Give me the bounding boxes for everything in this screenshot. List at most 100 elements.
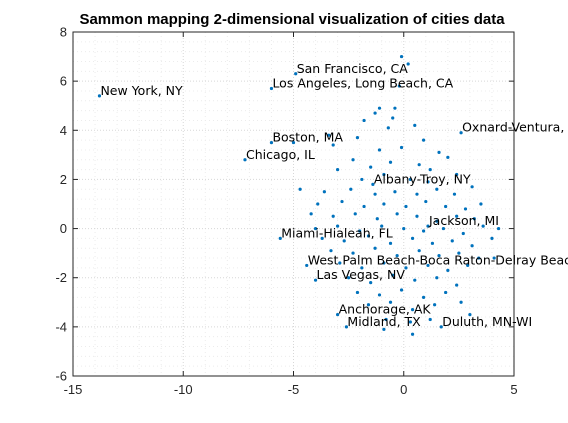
data-point: [404, 266, 408, 270]
labeled-data-point: [344, 325, 349, 329]
data-point: [466, 263, 470, 268]
data-point: [477, 256, 481, 260]
x-tick-label: -15: [64, 382, 83, 397]
data-point: [399, 54, 404, 59]
y-tick-label: 2: [60, 172, 67, 187]
data-point: [395, 212, 399, 216]
data-point: [457, 251, 461, 255]
data-point: [410, 332, 415, 336]
data-point: [331, 214, 335, 218]
data-point: [382, 261, 386, 265]
city-label: Albany-Troy, NY: [374, 171, 471, 186]
data-point: [380, 224, 384, 228]
data-point: [360, 177, 364, 182]
data-point: [388, 300, 393, 304]
data-points: [97, 54, 501, 336]
labeled-data-point: [371, 182, 375, 186]
data-point: [362, 204, 366, 209]
data-point: [428, 317, 432, 322]
data-point: [496, 226, 501, 231]
labeled-data-point: [305, 263, 309, 268]
data-point: [441, 226, 446, 231]
data-point: [459, 300, 463, 304]
data-point: [322, 190, 326, 194]
data-point: [413, 278, 417, 282]
data-point: [375, 217, 379, 221]
x-tick-label: -5: [288, 382, 300, 397]
data-point: [369, 165, 373, 169]
labeled-data-point: [459, 131, 463, 135]
city-label: Chicago, IL: [246, 147, 315, 162]
data-point: [342, 239, 346, 243]
labeled-data-point: [278, 236, 282, 240]
data-point: [336, 224, 340, 228]
chart-title: Sammon mapping 2-dimensional visualizati…: [79, 11, 505, 28]
data-point: [437, 150, 441, 154]
data-point: [470, 244, 474, 248]
data-point: [468, 312, 472, 317]
data-point: [316, 202, 320, 206]
data-point: [421, 138, 426, 142]
data-point: [481, 224, 485, 228]
labeled-data-point: [426, 224, 430, 228]
city-label: West Palm Beach-Boca Raton-Delray Beach,…: [308, 252, 568, 267]
y-tick-label: 6: [60, 74, 67, 89]
data-point: [382, 202, 386, 206]
x-tick-label: 5: [510, 382, 517, 397]
data-point: [358, 229, 362, 233]
data-point: [351, 251, 355, 255]
labeled-data-point: [269, 86, 274, 91]
data-point: [455, 214, 459, 218]
data-point: [410, 236, 415, 240]
data-point: [366, 303, 371, 307]
data-point: [444, 204, 448, 209]
data-point: [377, 148, 382, 152]
y-tick-label: 4: [60, 123, 67, 138]
data-point: [377, 293, 382, 297]
y-tick-label: -6: [55, 369, 67, 384]
data-point: [336, 168, 340, 172]
data-point: [410, 308, 415, 312]
city-label: Midland, TX: [347, 314, 421, 329]
data-point: [446, 268, 450, 272]
data-point: [446, 155, 450, 159]
data-point: [338, 261, 342, 265]
data-point: [353, 212, 357, 216]
data-point: [331, 143, 335, 147]
y-tick-label: 0: [60, 221, 67, 236]
data-point: [309, 212, 313, 216]
data-point: [397, 84, 401, 88]
data-point: [426, 263, 430, 268]
city-label: Miami-Hialeah, FL: [281, 225, 392, 240]
data-point: [417, 249, 421, 253]
data-point: [437, 254, 441, 258]
data-point: [329, 249, 333, 253]
data-point: [455, 283, 459, 287]
data-point: [360, 266, 364, 270]
data-point: [472, 217, 476, 221]
data-point: [399, 288, 404, 292]
x-tick-label: 0: [400, 382, 407, 397]
data-point: [402, 226, 406, 231]
data-point: [490, 236, 494, 240]
data-point: [435, 187, 439, 191]
data-point: [395, 254, 399, 258]
data-point: [391, 273, 395, 277]
data-point: [388, 160, 393, 164]
city-label: Oxnard-Ventura, CA: [462, 120, 568, 135]
data-point: [461, 231, 465, 236]
labeled-data-point: [313, 278, 318, 282]
data-point: [362, 118, 366, 123]
data-point: [421, 295, 426, 299]
data-point: [382, 327, 386, 331]
labeled-data-point: [97, 94, 102, 98]
data-point: [492, 256, 496, 260]
city-label: Las Vegas, NV: [317, 267, 406, 282]
data-point: [377, 106, 382, 110]
data-point: [433, 303, 437, 307]
data-point: [444, 290, 448, 295]
data-point: [408, 177, 412, 182]
data-point: [426, 180, 430, 184]
y-tick-label: -4: [55, 319, 67, 334]
